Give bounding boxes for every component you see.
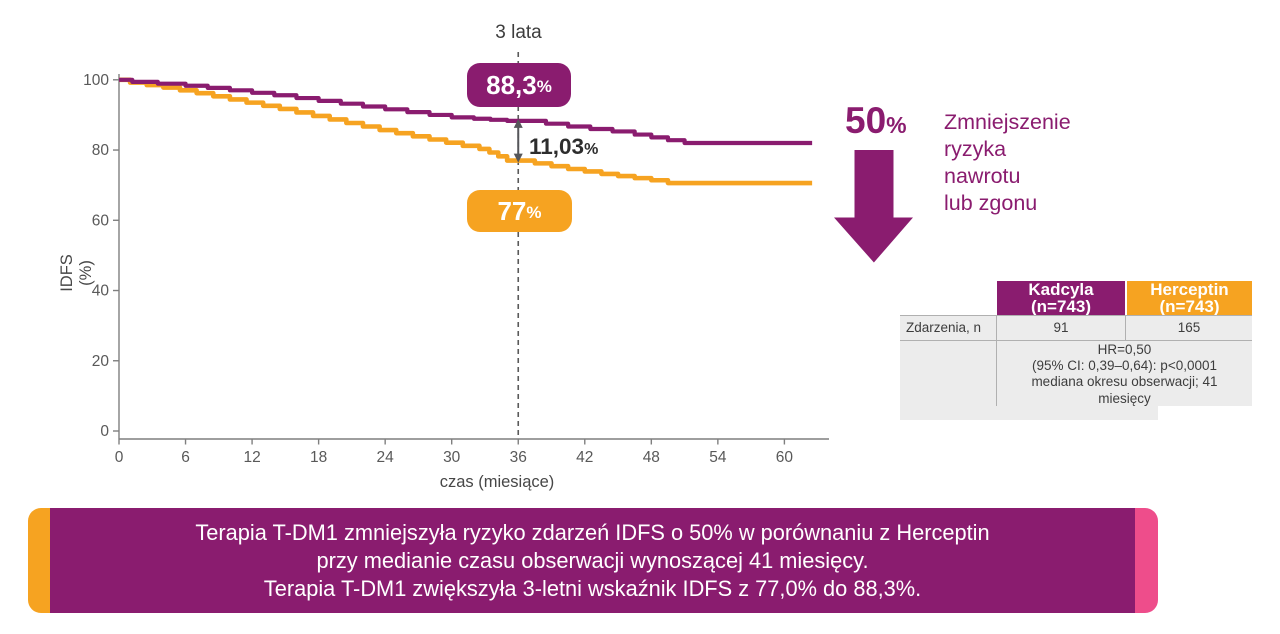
table-footer-spacer — [900, 341, 997, 406]
banner-line: Terapia T-DM1 zmniejszyła ryzyko zdarzeń… — [195, 519, 990, 545]
risk-reduction-value: 50% — [845, 100, 907, 142]
risk-reduction-line: Zmniejszenie — [944, 110, 1071, 134]
percent-sign: % — [526, 202, 542, 222]
percent-sign: % — [584, 141, 599, 158]
x-tick-label: 18 — [310, 449, 327, 466]
table-tail-strip — [900, 406, 1158, 420]
km-chart: 0 20 40 60 80 100 0 6 12 18 24 30 36 42 48 54 60 czas (mi… — [58, 52, 829, 491]
x-tick-label: 24 — [377, 449, 395, 466]
hr-line: (95% CI: 0,39–0,64): p<0,0001 — [1031, 358, 1217, 374]
x-tick-label: 30 — [443, 449, 461, 466]
column-n: (n=743) — [1159, 297, 1220, 316]
y-tick-label: 100 — [83, 72, 109, 89]
x-tick-label: 48 — [643, 449, 660, 466]
kadcyla-rate-badge: 88,3% — [467, 63, 571, 107]
difference-label: 11,03% — [529, 134, 598, 160]
events-herceptin-value: 165 — [1177, 320, 1201, 335]
summary-banner: Terapia T-DM1 zmniejszyła ryzyko zdarzeń… — [0, 508, 1280, 613]
events-kadcyla-value: 91 — [997, 316, 1126, 340]
x-tick-label: 36 — [510, 449, 527, 466]
table-header-herceptin: Herceptin (n=743) — [1127, 281, 1252, 315]
x-tick-label: 6 — [181, 449, 190, 466]
table-footer-row: HR=0,50 (95% CI: 0,39–0,64): p<0,0001 me… — [900, 340, 1252, 406]
x-tick-label: 42 — [576, 449, 593, 466]
y-axis-title: (%) — [77, 260, 95, 286]
x-tick-label: 60 — [776, 449, 794, 466]
results-table: Kadcyla (n=743) Herceptin (n=743) Zdarze… — [900, 281, 1252, 421]
x-tick-label: 0 — [115, 449, 124, 466]
kadcyla-rate-value: 88,3 — [486, 69, 537, 100]
y-tick-label: 60 — [92, 212, 110, 229]
column-title: Herceptin — [1150, 280, 1229, 299]
percent-sign: % — [886, 112, 907, 138]
down-arrow-icon — [834, 150, 913, 263]
difference-arrow-up-head — [513, 118, 523, 128]
column-n: (n=743) — [1031, 297, 1091, 316]
hr-line: mediana okresu obserwacji; 41 — [1031, 374, 1218, 390]
x-tick-label: 54 — [709, 449, 727, 466]
x-tick-label: 12 — [243, 449, 260, 466]
timepoint-label: 3 lata — [495, 22, 542, 43]
risk-reduction-number: 50 — [845, 100, 887, 141]
y-tick-label: 0 — [100, 423, 109, 440]
column-title: Kadcyla — [1028, 280, 1094, 299]
herceptin-rate-badge: 77% — [467, 190, 572, 232]
herceptin-rate-value: 77 — [497, 195, 527, 226]
table-row-events: Zdarzenia, n 91 165 — [900, 315, 1252, 340]
hr-line: HR=0,50 — [1097, 342, 1152, 357]
percent-sign: % — [536, 76, 552, 96]
risk-reduction-line: lub zgonu — [944, 191, 1038, 215]
y-tick-label: 80 — [92, 142, 110, 159]
table-header-kadcyla: Kadcyla (n=743) — [997, 281, 1125, 315]
y-tick-label: 20 — [92, 353, 110, 370]
y-axis-title: IDFS — [58, 254, 76, 292]
x-axis-title: czas (miesiące) — [440, 473, 555, 491]
risk-reduction-text: Zmniejszenie ryzyka nawrotu lub zgonu — [944, 109, 1071, 217]
hr-line: miesięcy — [1098, 390, 1151, 406]
banner-body: Terapia T-DM1 zmniejszyła ryzyko zdarzeń… — [50, 508, 1135, 613]
risk-reduction-line: ryzyka — [944, 137, 1007, 161]
y-tick-label: 40 — [92, 283, 110, 300]
kadcyla-curve — [119, 77, 813, 146]
banner-line: Terapia T-DM1 zwiększyła 3-letni wskaźni… — [263, 575, 922, 601]
hr-statistics: HR=0,50 (95% CI: 0,39–0,64): p<0,0001 me… — [997, 341, 1252, 407]
difference-value: 11,03 — [529, 134, 585, 159]
difference-arrow-down-head — [513, 153, 523, 163]
banner-line: przy medianie czasu obserwacji wynoszące… — [316, 547, 869, 573]
herceptin-curve — [119, 77, 813, 186]
risk-reduction-line: nawrotu — [944, 164, 1021, 188]
row-label: Zdarzenia, n — [900, 316, 997, 340]
